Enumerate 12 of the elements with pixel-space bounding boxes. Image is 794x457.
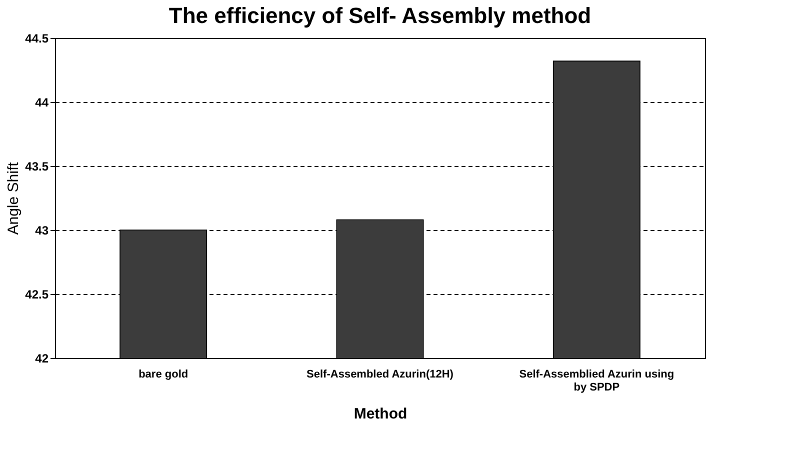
x-tick-label: Self-Assemblied Azurin using by SPDP bbox=[519, 368, 674, 394]
chart-title: The efficiency of Self- Assembly method bbox=[168, 3, 592, 28]
x-tick-label: Self-Assembled Azurin(12H) bbox=[306, 368, 454, 380]
y-tick-label: 43 bbox=[35, 224, 49, 238]
x-tick-label: bare gold bbox=[138, 368, 188, 380]
y-axis-title: Angle Shift bbox=[5, 161, 22, 235]
y-tick-label: 42.5 bbox=[25, 288, 49, 302]
y-tick-label: 44.5 bbox=[25, 32, 49, 46]
y-tick-label: 42 bbox=[35, 352, 49, 366]
y-tick-label: 43.5 bbox=[25, 160, 49, 174]
y-tick-label: 44 bbox=[35, 96, 49, 110]
x-axis-title: Method bbox=[354, 406, 408, 422]
